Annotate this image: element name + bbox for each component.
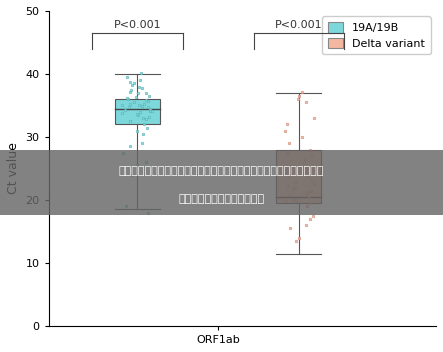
Text: P<0.001: P<0.001 bbox=[113, 20, 161, 31]
Point bbox=[308, 153, 315, 159]
Point bbox=[144, 210, 152, 215]
Point bbox=[140, 131, 147, 137]
Point bbox=[128, 82, 135, 88]
Point bbox=[141, 121, 148, 127]
Point bbox=[137, 70, 144, 76]
Point bbox=[144, 104, 151, 109]
Point bbox=[143, 125, 150, 130]
Point bbox=[303, 166, 310, 171]
Point bbox=[136, 102, 143, 108]
Point bbox=[140, 101, 147, 107]
Point bbox=[123, 74, 130, 80]
Point bbox=[311, 181, 318, 187]
Point bbox=[136, 84, 143, 89]
Point bbox=[130, 100, 137, 105]
Point bbox=[299, 134, 306, 140]
Point bbox=[293, 197, 300, 203]
Point bbox=[147, 106, 154, 112]
Point bbox=[304, 190, 311, 195]
Point bbox=[147, 108, 154, 113]
Point bbox=[303, 203, 311, 209]
Point bbox=[292, 238, 299, 244]
Point bbox=[302, 156, 309, 162]
Text: 杭州本次疫情病毒準源与传播特征分析，科学视角下的疫情关联性辨析: 杭州本次疫情病毒準源与传播特征分析，科学视角下的疫情关联性辨析 bbox=[119, 166, 324, 176]
Point bbox=[134, 90, 141, 96]
Point bbox=[145, 93, 152, 99]
Point bbox=[134, 111, 141, 117]
Point bbox=[128, 172, 136, 178]
Point bbox=[285, 150, 292, 156]
Point bbox=[138, 85, 145, 91]
Point bbox=[282, 128, 289, 133]
Point bbox=[311, 115, 318, 121]
Point bbox=[135, 112, 142, 118]
Point bbox=[307, 188, 314, 193]
Point bbox=[143, 117, 150, 122]
Point bbox=[284, 163, 291, 168]
Point bbox=[281, 169, 288, 175]
Point bbox=[298, 89, 305, 94]
Point bbox=[121, 107, 128, 113]
Point bbox=[308, 178, 315, 184]
Point bbox=[139, 115, 146, 121]
Point bbox=[143, 90, 150, 96]
Point bbox=[137, 109, 144, 115]
Text: P<0.001: P<0.001 bbox=[275, 20, 323, 31]
Point bbox=[126, 144, 133, 149]
Point bbox=[148, 108, 155, 114]
Point bbox=[126, 89, 133, 94]
Point bbox=[119, 110, 126, 116]
Point bbox=[303, 222, 310, 228]
Point bbox=[127, 118, 134, 124]
Point bbox=[133, 163, 140, 168]
Point bbox=[119, 103, 126, 108]
Point bbox=[126, 79, 133, 85]
Point bbox=[303, 191, 310, 196]
Point bbox=[289, 196, 296, 202]
Text: 杭州本次疫情与此前疫情无关: 杭州本次疫情与此前疫情无关 bbox=[179, 194, 264, 204]
Point bbox=[145, 114, 152, 120]
Bar bbox=[115, 99, 160, 124]
Point bbox=[126, 101, 133, 106]
Point bbox=[139, 140, 146, 146]
Point bbox=[309, 213, 316, 219]
Point bbox=[128, 87, 135, 93]
Point bbox=[306, 194, 313, 200]
Point bbox=[295, 93, 302, 99]
Point bbox=[296, 235, 303, 241]
Point bbox=[124, 96, 131, 102]
Point bbox=[284, 183, 291, 189]
Bar bbox=[276, 150, 322, 203]
Point bbox=[291, 180, 298, 185]
Point bbox=[134, 128, 141, 133]
Point bbox=[131, 81, 138, 86]
Point bbox=[290, 186, 297, 191]
Point bbox=[282, 199, 289, 204]
Point bbox=[136, 77, 144, 83]
Point bbox=[285, 140, 292, 146]
Point bbox=[145, 98, 152, 104]
Point bbox=[291, 184, 299, 190]
Point bbox=[286, 226, 293, 231]
Point bbox=[142, 98, 149, 103]
Point bbox=[285, 192, 292, 198]
Point bbox=[307, 147, 314, 152]
Point bbox=[124, 95, 131, 101]
Point bbox=[132, 94, 140, 100]
Point bbox=[307, 200, 315, 206]
Point bbox=[303, 100, 310, 105]
Point bbox=[307, 216, 314, 222]
Point bbox=[295, 96, 302, 102]
Point bbox=[123, 203, 130, 209]
Point bbox=[143, 159, 150, 165]
Point bbox=[286, 172, 293, 178]
Point bbox=[305, 173, 312, 179]
Point bbox=[283, 121, 290, 127]
Point bbox=[125, 105, 132, 110]
Y-axis label: Ct value: Ct value bbox=[7, 143, 20, 194]
Point bbox=[138, 103, 145, 109]
Point bbox=[300, 159, 307, 165]
Legend: 19A/19B, Delta variant: 19A/19B, Delta variant bbox=[322, 17, 431, 54]
Point bbox=[120, 150, 127, 156]
